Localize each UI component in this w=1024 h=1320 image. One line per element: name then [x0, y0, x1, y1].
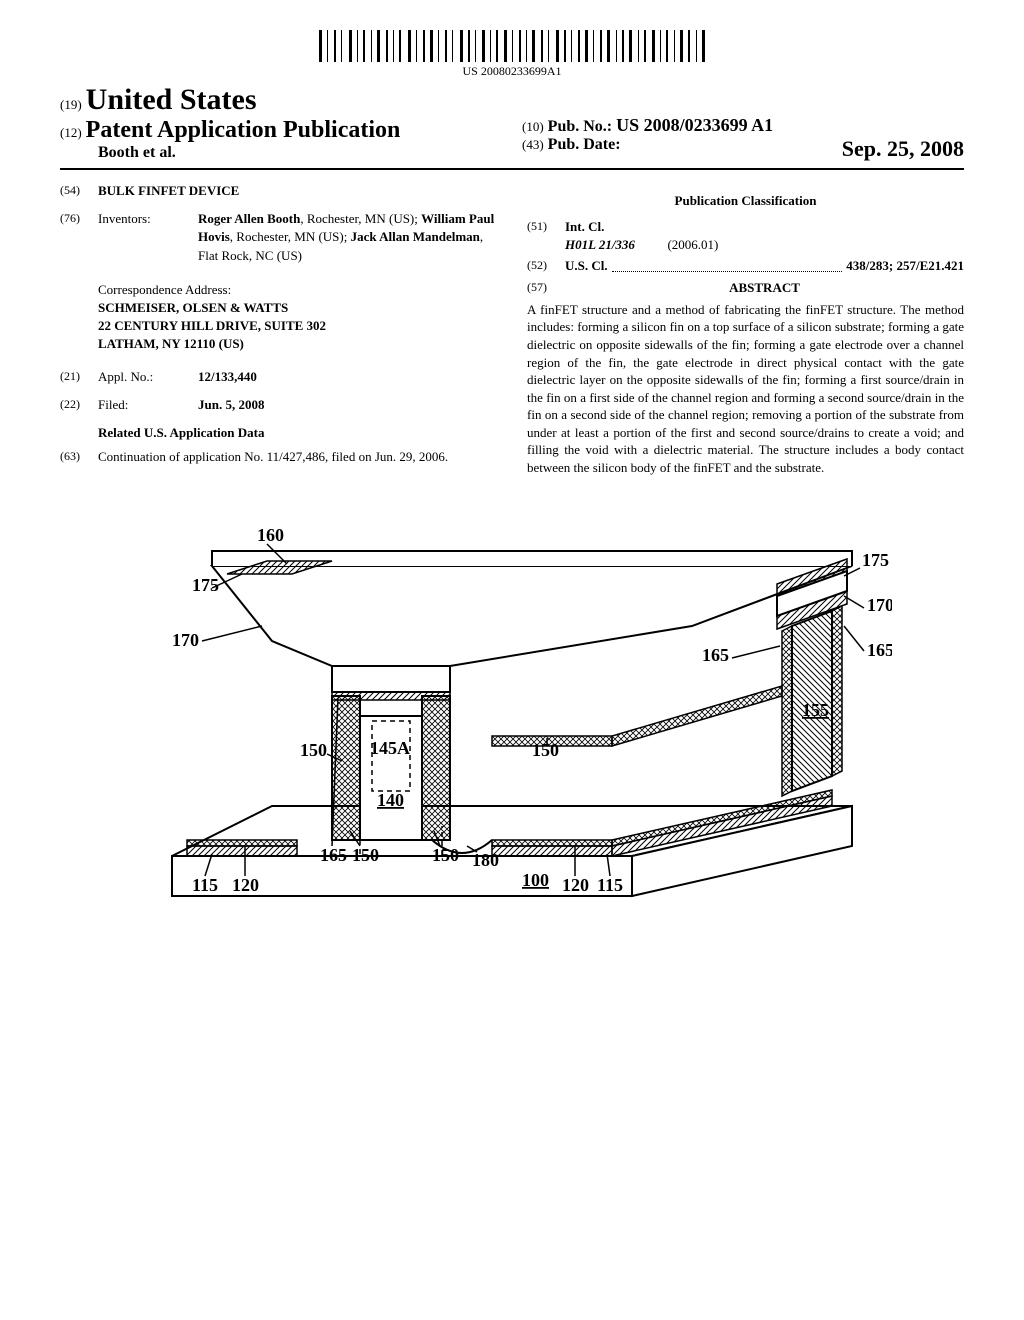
pub-date-value: Sep. 25, 2008 — [842, 136, 964, 162]
ref-145A: 145A — [370, 738, 410, 758]
finfet-diagram: 160 175 170 175 170 165 165 155 150 150 … — [132, 496, 892, 916]
filed-value: Jun. 5, 2008 — [198, 397, 264, 412]
filed-label: Filed: — [98, 396, 198, 414]
ref-150a: 150 — [300, 740, 327, 760]
label-43: (43) — [522, 137, 544, 152]
bibliographic-columns: (54) BULK FINFET DEVICE (76) Inventors: … — [60, 182, 964, 476]
intcl-date: (2006.01) — [667, 237, 718, 252]
ref-120a: 120 — [232, 875, 259, 895]
appl-no-value: 12/133,440 — [198, 369, 257, 384]
pub-date-label: Pub. Date: — [548, 136, 621, 153]
ref-160: 160 — [257, 525, 284, 545]
related-app-heading: Related U.S. Application Data — [98, 424, 497, 442]
uscl-label: U.S. Cl. — [565, 258, 608, 273]
abstract-text: A finFET structure and a method of fabri… — [527, 301, 964, 476]
barcode — [319, 30, 705, 62]
correspondence-address: Correspondence Address: SCHMEISER, OLSEN… — [98, 281, 497, 354]
country: United States — [86, 83, 257, 116]
left-column: (54) BULK FINFET DEVICE (76) Inventors: … — [60, 182, 497, 476]
n63: (63) — [60, 448, 98, 466]
pub-no-value: US 2008/0233699 A1 — [616, 115, 773, 135]
n52: (52) — [527, 257, 565, 275]
continuation-text: Continuation of application No. 11/427,4… — [98, 448, 497, 466]
publication-type: Patent Application Publication — [86, 117, 401, 143]
authors-short: Booth et al. — [60, 144, 502, 162]
barcode-text: US 20080233699A1 — [60, 64, 964, 79]
header: (19) United States (12) Patent Applicati… — [60, 83, 964, 170]
ref-120b: 120 — [562, 875, 589, 895]
ref-115a: 115 — [192, 875, 218, 895]
figure: 160 175 170 175 170 165 165 155 150 150 … — [60, 496, 964, 921]
ref-165b: 165 — [867, 640, 892, 660]
ref-170b: 170 — [867, 595, 892, 615]
label-10: (10) — [522, 119, 544, 134]
correspondence-line2: 22 CENTURY HILL DRIVE, SUITE 302 — [98, 318, 326, 333]
inventors-value: Roger Allen Booth, Rochester, MN (US); W… — [198, 210, 497, 265]
abstract-heading: ABSTRACT — [729, 280, 800, 295]
barcode-region: US 20080233699A1 — [60, 30, 964, 79]
n51: (51) — [527, 218, 565, 254]
n54: (54) — [60, 182, 98, 200]
header-right: (10) Pub. No.: US 2008/0233699 A1 (43) P… — [502, 115, 964, 162]
label-19: (19) — [60, 97, 82, 112]
correspondence-label: Correspondence Address: — [98, 281, 497, 299]
header-left: (19) United States (12) Patent Applicati… — [60, 83, 502, 162]
correspondence-line3: LATHAM, NY 12110 (US) — [98, 336, 244, 351]
ref-100: 100 — [522, 870, 549, 890]
pub-no-label: Pub. No.: — [548, 118, 612, 135]
invention-title: BULK FINFET DEVICE — [98, 182, 497, 200]
ref-170a: 170 — [172, 630, 199, 650]
ref-155: 155 — [802, 700, 829, 720]
appl-no-label: Appl. No.: — [98, 368, 198, 386]
ref-175b: 175 — [862, 550, 889, 570]
ref-180: 180 — [472, 850, 499, 870]
label-12: (12) — [60, 125, 82, 140]
ref-150c: 150 — [352, 845, 379, 865]
n76: (76) — [60, 210, 98, 265]
n57: (57) — [527, 279, 565, 297]
inventors-label: Inventors: — [98, 210, 198, 265]
pub-classification-heading: Publication Classification — [527, 192, 964, 210]
uscl-value: 438/283; 257/E21.421 — [846, 257, 964, 275]
ref-115b: 115 — [597, 875, 623, 895]
ref-140: 140 — [377, 790, 404, 810]
ref-165c: 165 — [320, 845, 347, 865]
ref-165a: 165 — [702, 645, 729, 665]
n22: (22) — [60, 396, 98, 414]
ref-175a: 175 — [192, 575, 219, 595]
intcl-code: H01L 21/336 — [565, 237, 635, 252]
n21: (21) — [60, 368, 98, 386]
correspondence-line1: SCHMEISER, OLSEN & WATTS — [98, 300, 288, 315]
intcl-label: Int. Cl. — [565, 219, 604, 234]
ref-150b: 150 — [532, 740, 559, 760]
right-column: Publication Classification (51) Int. Cl.… — [527, 182, 964, 476]
ref-150d: 150 — [432, 845, 459, 865]
